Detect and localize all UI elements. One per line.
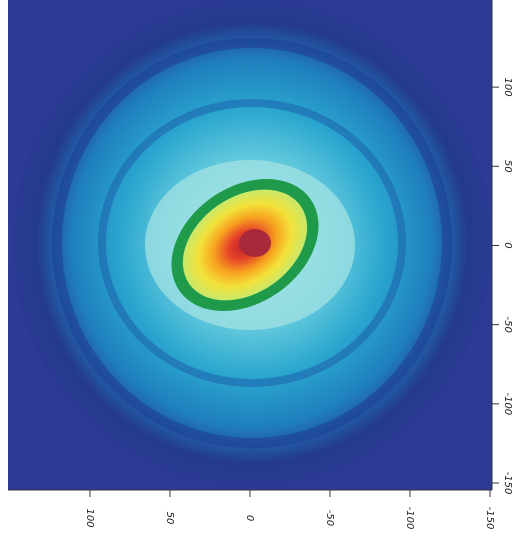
x-tick-label: 0: [244, 515, 255, 521]
y-tick-label: -100: [502, 392, 513, 415]
x-tick-label: 100: [84, 508, 95, 527]
y-tick-label: -150: [502, 472, 513, 495]
x-tick-label: -100: [404, 507, 415, 530]
simulation-image: [8, 0, 492, 490]
x-tick-label: -50: [324, 510, 335, 526]
y-tick-label: 50: [502, 160, 513, 173]
x-tick-label: -150: [484, 507, 495, 530]
y-tick-label: 100: [502, 78, 513, 97]
y-tick-label: -50: [502, 316, 513, 332]
x-tick-label: 50: [164, 512, 175, 525]
y-tick-label: 0: [502, 242, 513, 248]
